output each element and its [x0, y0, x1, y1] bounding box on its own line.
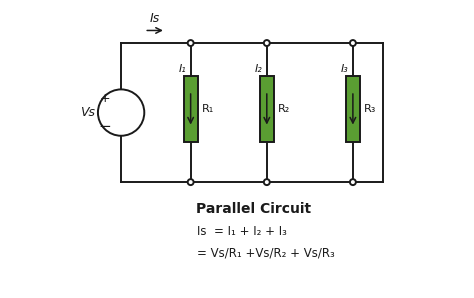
Circle shape — [264, 179, 270, 185]
Text: Parallel Circuit: Parallel Circuit — [196, 202, 311, 216]
Text: +: + — [99, 92, 110, 105]
Text: = Vs/R₁ +Vs/R₂ + Vs/R₃: = Vs/R₁ +Vs/R₂ + Vs/R₃ — [197, 247, 335, 260]
Circle shape — [188, 40, 193, 46]
Text: Is  = I₁ + I₂ + I₃: Is = I₁ + I₂ + I₃ — [197, 225, 287, 238]
Text: R₂: R₂ — [278, 104, 290, 114]
Text: Is: Is — [150, 12, 160, 24]
Text: I₂: I₂ — [255, 63, 263, 74]
Text: I₁: I₁ — [179, 63, 187, 74]
Text: R₃: R₃ — [364, 104, 376, 114]
Circle shape — [350, 40, 356, 46]
Text: R₁: R₁ — [201, 104, 214, 114]
Circle shape — [188, 179, 193, 185]
Bar — [260, 76, 274, 142]
Bar — [184, 76, 198, 142]
Text: Vs: Vs — [81, 106, 95, 119]
Bar — [346, 76, 360, 142]
Circle shape — [264, 40, 270, 46]
Text: I₃: I₃ — [341, 63, 349, 74]
Circle shape — [350, 179, 356, 185]
Text: −: − — [98, 119, 111, 134]
